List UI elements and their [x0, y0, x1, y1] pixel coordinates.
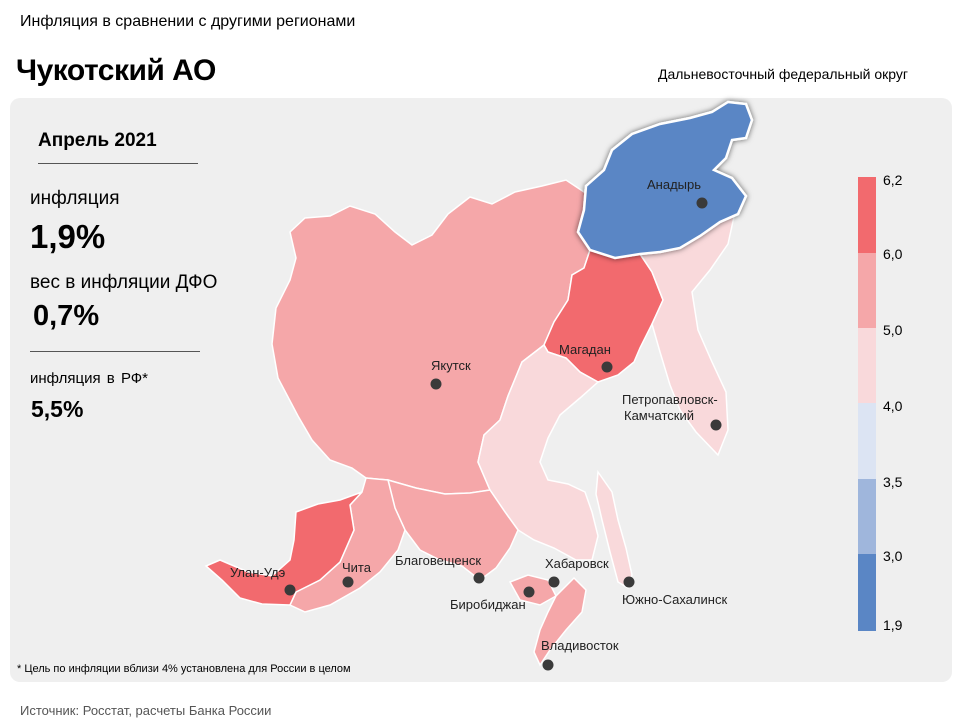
legend-bin [858, 403, 876, 479]
svg-text:Улан-Удэ: Улан-Удэ [230, 565, 286, 580]
region-buryatia[interactable] [204, 491, 363, 606]
svg-text:Биробиджан: Биробиджан [450, 597, 526, 612]
region-amur[interactable] [386, 478, 519, 581]
source-note: Источник: Росстат, расчеты Банка России [20, 703, 272, 718]
city-ulan-ude[interactable]: Улан-Удэ [230, 565, 296, 596]
city-yakutsk[interactable]: Якутск [430, 358, 472, 390]
city-yuzhno-sakhalinsk[interactable]: Южно-Сахалинск [622, 576, 727, 608]
city-magadan[interactable]: Магадан [559, 342, 613, 373]
rf-inflation-value: 5,5% [31, 396, 84, 422]
region-title: Чукотский АО [16, 54, 216, 87]
inflation-value: 1,9% [30, 218, 106, 255]
legend-tick: 6,2 [883, 172, 903, 188]
period-label: Апрель 2021 [38, 130, 157, 151]
region-chukotka[interactable] [576, 100, 754, 260]
city-vladivostok[interactable]: Владивосток [541, 638, 619, 671]
page-caption: Инфляция в сравнении с другими регионами [20, 13, 356, 30]
svg-text:Южно-Сахалинск: Южно-Сахалинск [622, 592, 727, 607]
svg-text:Хабаровск: Хабаровск [545, 556, 609, 571]
divider [38, 163, 198, 164]
city-birobidzhan[interactable]: Биробиджан [450, 586, 535, 613]
weight-value: 0,7% [33, 300, 100, 332]
svg-text:Владивосток: Владивосток [541, 638, 619, 653]
divider [30, 351, 200, 352]
svg-text:Анадырь: Анадырь [647, 177, 701, 192]
city-anadyr[interactable]: Анадырь [647, 177, 708, 209]
legend-tick: 3,5 [883, 474, 903, 490]
legend-tick: 6,0 [883, 246, 903, 262]
legend-bin [858, 328, 876, 403]
svg-text:Магадан: Магадан [559, 342, 611, 357]
legend-tick: 3,0 [883, 548, 903, 564]
svg-text:Благовещенск: Благовещенск [395, 553, 481, 568]
city-blagoveshchensk[interactable]: Благовещенск [395, 553, 485, 584]
city-khabarovsk[interactable]: Хабаровск [545, 556, 609, 588]
legend-bin [858, 177, 876, 253]
legend-bin [858, 253, 876, 328]
svg-text:Якутск: Якутск [431, 358, 471, 373]
city-chita[interactable]: Чита [342, 560, 372, 588]
legend-bin [858, 479, 876, 554]
footnote: * Цель по инфляции вблизи 4% установлена… [17, 663, 351, 675]
legend-tick: 5,0 [883, 322, 903, 338]
legend-bin [858, 554, 876, 631]
legend-color-bar [858, 177, 876, 631]
rf-inflation-label: инфляция в РФ* [30, 370, 149, 387]
weight-label: вес в инфляции ДФО [30, 272, 218, 293]
svg-text:Камчатский: Камчатский [624, 408, 694, 423]
svg-text:Петропавловск-: Петропавловск- [622, 392, 718, 407]
region-primorsky[interactable] [533, 576, 587, 667]
region-sakhalin[interactable] [595, 469, 633, 590]
region-khabarovsk[interactable] [477, 343, 600, 561]
legend-tick: 4,0 [883, 398, 903, 414]
svg-text:Чита: Чита [342, 560, 372, 575]
inflation-label: инфляция [30, 188, 120, 209]
district-name: Дальневосточный федеральный округ [658, 66, 908, 82]
city-petropavlovsk[interactable]: Петропавловск- Камчатский [622, 392, 722, 431]
legend-tick: 1,9 [883, 617, 903, 633]
region-kamchatka[interactable] [638, 210, 737, 457]
